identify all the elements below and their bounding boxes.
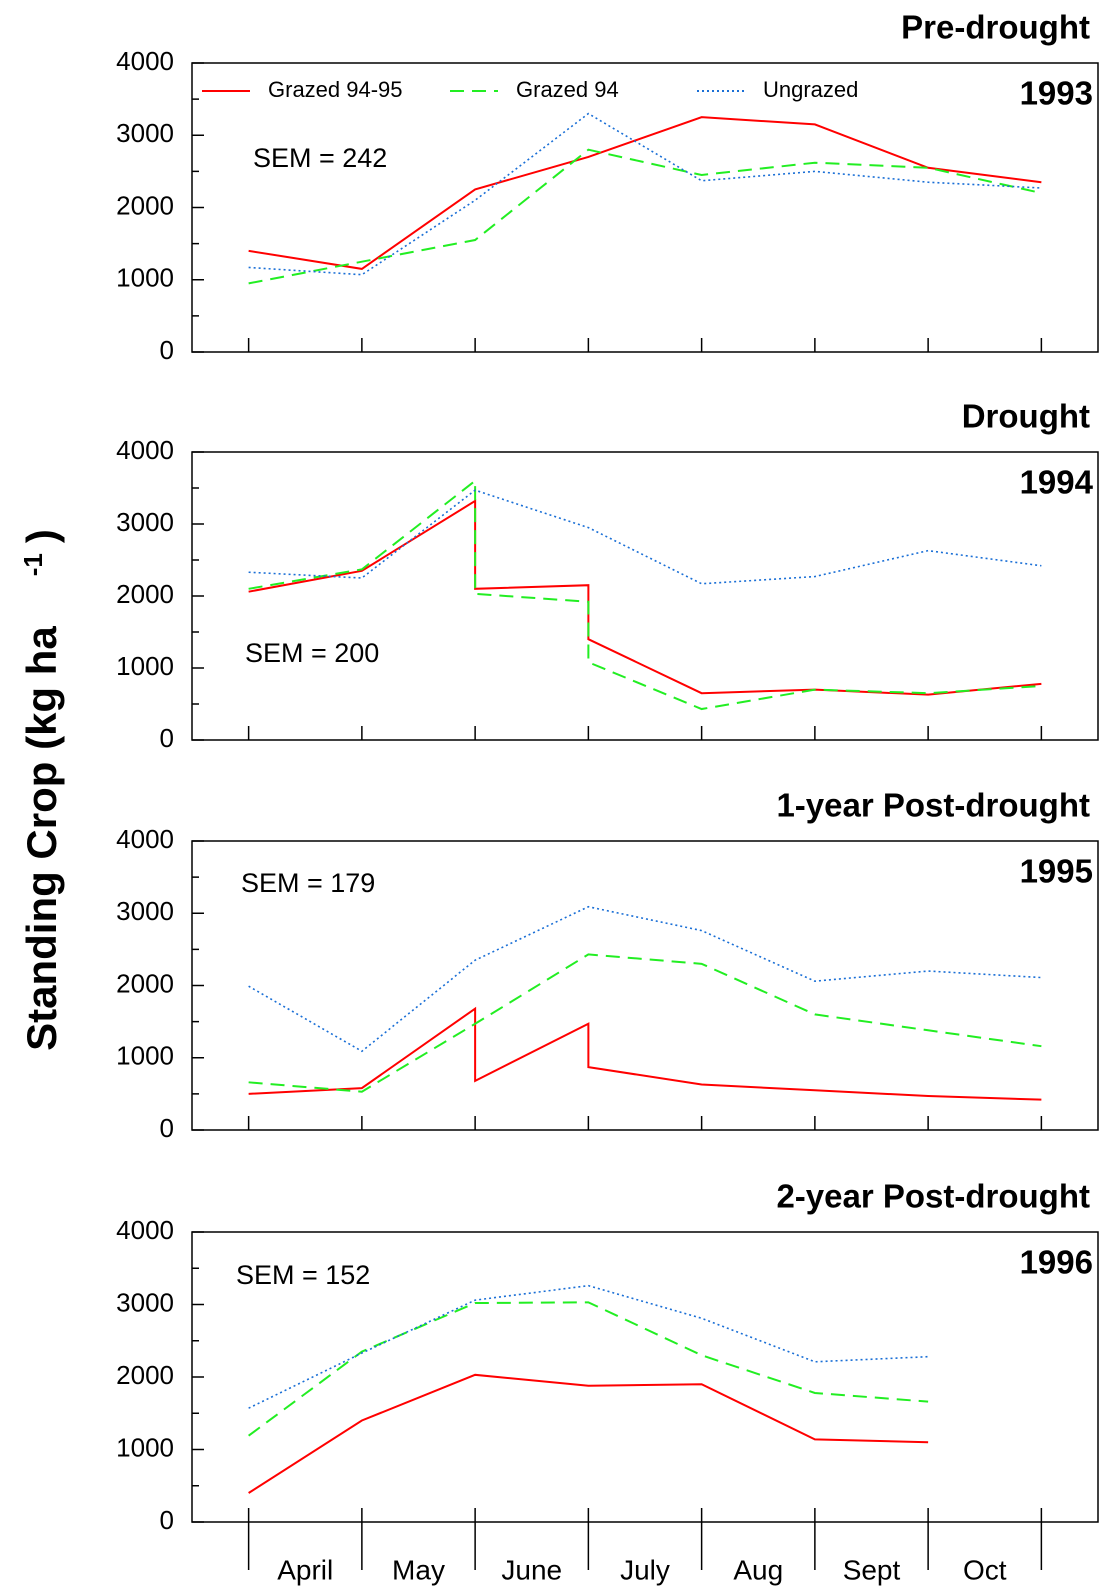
y-axis-label-close: )	[18, 529, 65, 543]
x-category-label: Sept	[843, 1554, 901, 1585]
year-label: 1993	[1020, 75, 1093, 112]
y-tick-label: 2000	[116, 1360, 174, 1390]
y-tick-label: 3000	[116, 118, 174, 148]
y-tick-label: 1000	[116, 1041, 174, 1071]
series-line	[248, 489, 1042, 585]
legend-label: Ungrazed	[763, 77, 858, 102]
series-line	[248, 1284, 929, 1409]
x-category-label: April	[277, 1554, 333, 1585]
y-tick-label: 4000	[116, 435, 174, 465]
series-line	[248, 1301, 929, 1437]
y-tick-label: 3000	[116, 507, 174, 537]
y-axis-label-superscript: -1	[18, 553, 48, 576]
legend-label: Grazed 94	[516, 77, 619, 102]
y-tick-label: 2000	[116, 190, 174, 220]
panel-title: 1-year Post-drought	[776, 787, 1090, 824]
sem-label: SEM = 242	[253, 143, 387, 173]
x-category-label: Aug	[733, 1554, 783, 1585]
y-tick-label: 0	[160, 1505, 174, 1535]
x-category-label: Oct	[963, 1554, 1007, 1585]
series-line	[248, 1006, 1042, 1101]
series-line	[248, 148, 1042, 285]
x-category-label: June	[501, 1554, 562, 1585]
year-label: 1996	[1020, 1244, 1093, 1281]
panel-title: 2-year Post-drought	[776, 1178, 1090, 1215]
panel-title: Drought	[962, 398, 1090, 435]
y-tick-label: 2000	[116, 579, 174, 609]
series-line	[248, 478, 1042, 711]
year-label: 1995	[1020, 853, 1093, 890]
x-category-label: July	[620, 1554, 670, 1585]
sem-label: SEM = 152	[236, 1260, 370, 1290]
series-line	[248, 905, 1042, 1053]
y-tick-label: 1000	[116, 1432, 174, 1462]
y-tick-label: 4000	[116, 1215, 174, 1245]
series-line	[248, 953, 1042, 1093]
series-line	[248, 112, 1042, 276]
y-axis-label: Standing Crop (kg ha -1)	[18, 529, 65, 1051]
y-tick-label: 3000	[116, 896, 174, 926]
y-tick-label: 3000	[116, 1287, 174, 1317]
sem-label: SEM = 200	[245, 638, 379, 668]
y-tick-label: 2000	[116, 968, 174, 998]
y-tick-label: 1000	[116, 651, 174, 681]
y-tick-label: 4000	[116, 824, 174, 854]
series-line	[248, 1373, 929, 1494]
year-label: 1994	[1020, 464, 1094, 501]
plot-frame	[191, 451, 1099, 741]
y-axis-label-text: Standing Crop (kg ha	[18, 626, 65, 1051]
x-category-label: May	[392, 1554, 445, 1585]
legend-label: Grazed 94-95	[268, 77, 403, 102]
y-tick-label: 4000	[116, 46, 174, 76]
y-tick-label: 0	[160, 335, 174, 365]
y-tick-label: 0	[160, 723, 174, 753]
y-tick-label: 1000	[116, 263, 174, 293]
panel-title: Pre-drought	[901, 9, 1090, 46]
sem-label: SEM = 179	[241, 868, 375, 898]
series-line	[248, 116, 1042, 270]
y-tick-label: 0	[160, 1113, 174, 1143]
plot-frame	[191, 62, 1099, 353]
